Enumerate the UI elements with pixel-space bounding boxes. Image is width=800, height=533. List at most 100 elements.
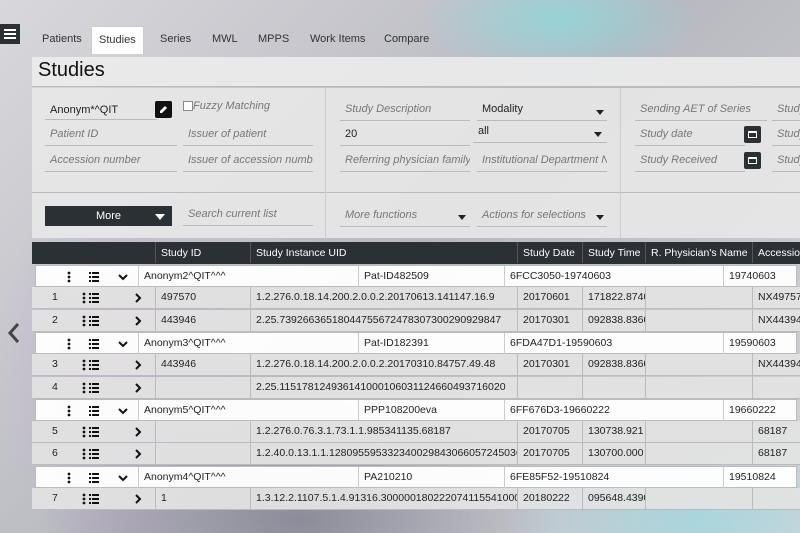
row-number: 1: [52, 291, 58, 304]
patient-name: Anonym3^QIT^^^: [138, 332, 358, 354]
cut-input[interactable]: Study: [772, 154, 800, 172]
study-received-input[interactable]: Study Received: [635, 154, 745, 172]
down-icon[interactable]: [117, 472, 129, 484]
dots-icon[interactable]: [78, 448, 90, 460]
study-row: 7 1 1.3.12.2.1107.5.1.4.91316.300000180222…: [32, 488, 800, 510]
accession-input[interactable]: Accession number: [45, 154, 177, 172]
cell-date: 20170301: [517, 309, 582, 331]
tab[interactable]: MWL: [212, 33, 238, 45]
issuer: 6FCC3050-19740603: [504, 266, 723, 287]
list-icon[interactable]: [88, 271, 100, 283]
dots-icon[interactable]: [63, 271, 75, 283]
column-header[interactable]: Study ID: [155, 242, 250, 263]
edit-button[interactable]: [155, 101, 172, 118]
list-icon[interactable]: [88, 292, 100, 304]
calendar-button[interactable]: [744, 126, 761, 143]
issuer-patient-input[interactable]: Issuer of patient: [183, 128, 313, 146]
list-icon[interactable]: [88, 338, 100, 350]
right-icon[interactable]: [132, 382, 144, 394]
patient-name-input[interactable]: Anonym*^QIT: [45, 101, 157, 120]
dots-icon[interactable]: [78, 292, 90, 304]
button-caret: [155, 214, 165, 220]
fuzzy-checkbox[interactable]: [183, 101, 193, 111]
birth-date: 19590603: [723, 332, 798, 354]
tab[interactable]: Compare: [384, 33, 430, 45]
select-caret: [596, 215, 604, 220]
dots-icon[interactable]: [78, 359, 90, 371]
row-number: 4: [52, 380, 58, 393]
dots-icon[interactable]: [78, 315, 90, 327]
department-input[interactable]: Institutional Department Na: [477, 154, 607, 172]
study-date-input[interactable]: Study date: [635, 128, 745, 146]
collapse-arrow[interactable]: [6, 322, 22, 344]
down-icon[interactable]: [117, 405, 129, 417]
list-icon[interactable]: [88, 315, 100, 327]
down-icon[interactable]: [117, 338, 129, 350]
list-icon[interactable]: [88, 472, 100, 484]
tab[interactable]: MPPS: [258, 33, 290, 45]
all-select[interactable]: all: [473, 125, 607, 143]
right-icon[interactable]: [132, 426, 144, 438]
column-header[interactable]: R. Physician's Name: [645, 242, 752, 263]
down-icon[interactable]: [117, 271, 129, 283]
dots-icon[interactable]: [63, 338, 75, 350]
patient-row: Anonym5^QIT^^^ PPP108200eva 6FF676D3-19660…: [35, 398, 797, 421]
cell-date: 20170705: [517, 443, 582, 465]
tab[interactable]: Series: [160, 33, 192, 45]
patient-id-input[interactable]: Patient ID: [45, 128, 177, 146]
list-icon[interactable]: [88, 405, 100, 417]
dots-icon[interactable]: [63, 405, 75, 417]
right-icon[interactable]: [132, 315, 144, 327]
select-caret: [596, 110, 604, 115]
more-functions-select[interactable]: More functions: [340, 209, 470, 227]
cut-input[interactable]: Study: [772, 103, 800, 121]
right-icon[interactable]: [132, 448, 144, 460]
right-icon[interactable]: [132, 359, 144, 371]
menu-button[interactable]: [0, 24, 20, 44]
list-icon[interactable]: [88, 359, 100, 371]
column-header[interactable]: Study Instance UID: [250, 242, 517, 263]
referring-physician-input[interactable]: Referring physician family (: [340, 154, 470, 172]
limit-input[interactable]: 20: [340, 128, 470, 146]
patient-id: PPP108200eva: [358, 399, 504, 421]
study-row: 5 1.2.276.0.76.3.1.73.1.1.985341135.68187…: [32, 421, 800, 444]
select-caret: [458, 215, 466, 220]
cell-empty: [155, 376, 250, 398]
cell-time: 092838.8360: [582, 309, 645, 331]
list-icon[interactable]: [88, 426, 100, 438]
cut-input[interactable]: Study: [772, 128, 800, 146]
right-icon[interactable]: [132, 292, 144, 304]
list-icon[interactable]: [88, 493, 100, 505]
list-icon[interactable]: [88, 448, 100, 460]
list-icon[interactable]: [88, 382, 100, 394]
dots-icon[interactable]: [63, 472, 75, 484]
cell-empty: [155, 443, 250, 465]
dots-icon[interactable]: [78, 426, 90, 438]
column-header[interactable]: Accession: [752, 242, 800, 263]
column-header[interactable]: Study Date: [517, 242, 582, 263]
dots-icon[interactable]: [78, 493, 90, 505]
cell-empty: [645, 376, 752, 398]
study-row: 1 497570 1.2.276.0.18.14.200.2.0.0.2.20170…: [32, 287, 800, 310]
column-header[interactable]: Study Time: [582, 242, 645, 263]
actions-select[interactable]: Actions for selections: [477, 209, 607, 227]
patient-row: Anonym3^QIT^^^ Pat-ID182391 6FDA47D1-19590…: [35, 331, 798, 354]
issuer-accession-input[interactable]: Issuer of accession numbe: [183, 154, 313, 172]
dots-icon[interactable]: [78, 382, 90, 394]
sending-aet-input[interactable]: Sending AET of Series: [635, 103, 767, 121]
cell-date: 20180222: [517, 488, 582, 509]
study-description-input[interactable]: Study Description: [340, 103, 470, 121]
more-button[interactable]: More: [45, 206, 172, 226]
search-input[interactable]: Search current list: [183, 208, 313, 226]
modality-select[interactable]: Modality: [477, 103, 607, 121]
fuzzy-label: Fuzzy Matching: [193, 100, 271, 112]
cell-empty: [645, 443, 752, 465]
tab[interactable]: Patients: [42, 33, 82, 45]
right-icon[interactable]: [132, 493, 144, 505]
study-row: 4 2.25.1151781249361410001060311246604937…: [32, 376, 800, 399]
row-number: 5: [52, 425, 58, 438]
calendar-button[interactable]: [744, 152, 761, 169]
tab[interactable]: Work Items: [310, 33, 366, 45]
tab[interactable]: Studies: [91, 26, 144, 54]
row-number: 3: [52, 358, 58, 371]
